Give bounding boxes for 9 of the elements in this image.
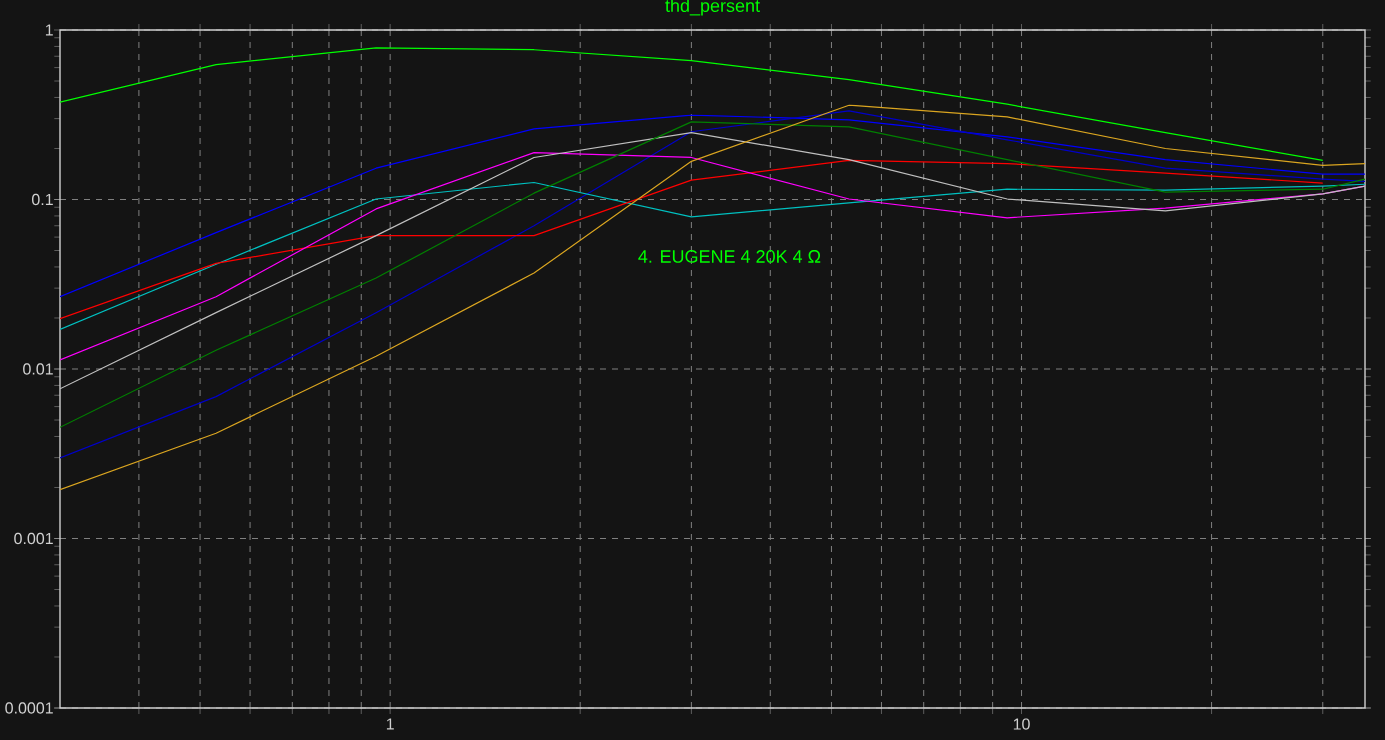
line-series — [60, 159, 1324, 320]
annotation: 4. EUGENE 4 20K 4 Ω — [638, 250, 821, 263]
y-tick-label: 0.01 — [23, 363, 53, 375]
y-tick-label: 1 — [45, 24, 53, 36]
line-series — [60, 47, 1324, 162]
y-tick-label: 0.1 — [32, 193, 53, 206]
y-tick-label: 0.0001 — [5, 702, 53, 714]
x-tick-label: 10 — [1013, 718, 1030, 730]
y-tick-label: 0.001 — [14, 532, 53, 545]
